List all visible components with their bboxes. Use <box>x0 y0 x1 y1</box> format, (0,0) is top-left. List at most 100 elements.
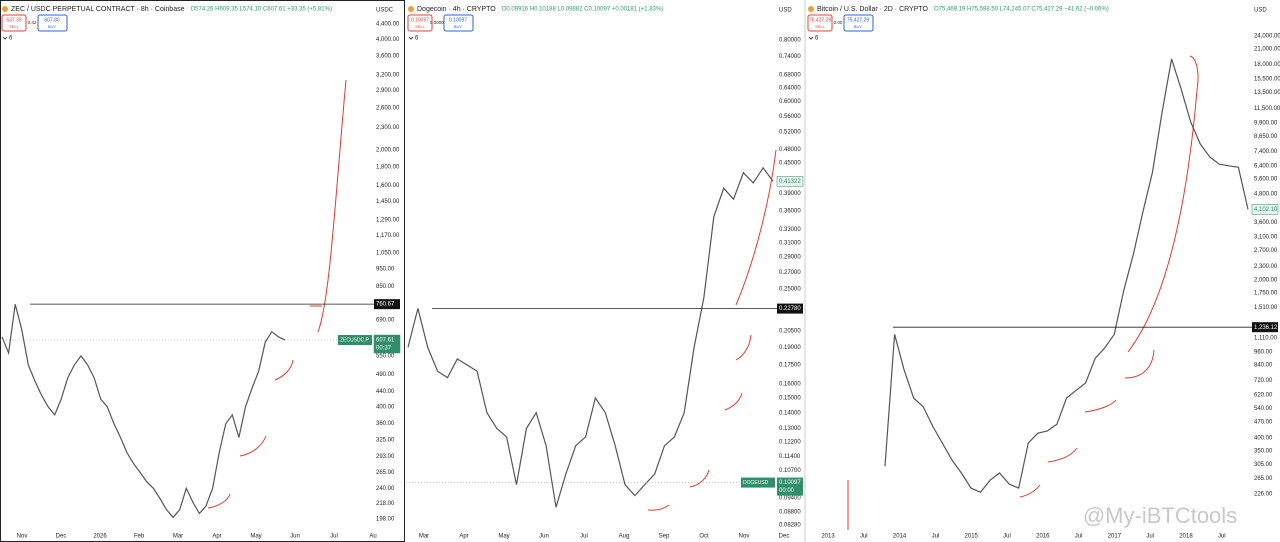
ohlc: O0.09916 H0.10188 L0.09882 C0.10097 +0.0… <box>502 7 663 13</box>
time-label: 2018 <box>1179 534 1193 540</box>
price-label: 325.00 <box>376 437 395 443</box>
symbol-title: Bitcoin / U.S. Dollar · 2D · CRYPTO <box>817 6 929 13</box>
ohlc: O574.26 H609.35 L574.10 C607.61 +33.35 (… <box>191 7 332 13</box>
price-label: 226.00 <box>1254 492 1273 498</box>
price-label: 24,000.00 <box>1254 34 1280 40</box>
price-label: 550.00 <box>376 354 395 360</box>
price-label: 265.00 <box>1254 476 1273 482</box>
price-label: 198.00 <box>376 517 395 523</box>
last-price-box <box>1251 204 1279 215</box>
time-label: Apr <box>459 534 468 540</box>
price-label: 350.00 <box>1254 449 1273 455</box>
drawn-curve <box>735 149 777 306</box>
price-label: 720.00 <box>1254 378 1273 384</box>
time-label: Dec <box>779 534 790 540</box>
price-label: 1,050.00 <box>376 250 400 256</box>
level-label: 0.22780 <box>779 306 801 312</box>
tag-price-box <box>777 477 803 496</box>
buy-button[interactable] <box>37 14 68 32</box>
price-label: 2,000.00 <box>1254 278 1278 284</box>
time-label: 2015 <box>965 534 979 540</box>
price-label: 400.00 <box>376 404 395 410</box>
last-price: 607.61 <box>376 338 395 344</box>
price-label: 11,500.00 <box>1254 106 1280 112</box>
sell-price: 0.10097 <box>411 17 429 23</box>
time-label: Jun <box>290 534 300 540</box>
indicator-count: 6 <box>815 36 819 42</box>
time-label: Feb <box>134 534 145 540</box>
ticker-tag: ZECUSDC.P <box>340 337 370 343</box>
spread: 0.00 <box>834 20 843 25</box>
symbol-title: ZEC / USDC PERPETUAL CONTRACT · 8h · Coi… <box>11 6 185 13</box>
price-label: 620.00 <box>1254 393 1273 399</box>
currency: USD <box>1254 8 1267 14</box>
price-label: 7,400.00 <box>1254 149 1278 155</box>
price-label: 0.31000 <box>779 240 801 246</box>
price-label: 0.64000 <box>779 85 801 91</box>
symbol-icon <box>2 6 8 12</box>
sell-price: 637.39 <box>6 17 22 23</box>
time-label: 2026 <box>93 534 107 540</box>
price-label: 2,000.00 <box>376 147 400 153</box>
indicator-chevron <box>2 36 8 40</box>
drawn-curve <box>689 469 710 488</box>
level-label-box <box>1252 322 1278 333</box>
buy-price: 607.80 <box>44 17 60 23</box>
level-label-box <box>374 299 400 310</box>
tag-price: 0.10097 <box>779 480 801 486</box>
sell-button[interactable] <box>407 14 433 32</box>
price-label: 0.56000 <box>779 114 801 120</box>
price-label: 0.19000 <box>779 345 801 351</box>
indicator-chevron <box>808 36 814 40</box>
price-label: 1,450.00 <box>376 199 400 205</box>
price-label: 1,170.00 <box>376 233 400 239</box>
drawn-curve <box>274 359 294 381</box>
level-label: 760.67 <box>376 302 395 308</box>
ticker-tag-box <box>741 477 775 488</box>
sell-button[interactable] <box>1 14 27 32</box>
price-label: 18,000.00 <box>1254 62 1280 68</box>
symbol-icon <box>808 6 814 12</box>
ohlc: O75,469.19 H75,598.50 L74,245.07 C75,427… <box>934 7 1109 13</box>
price-label: 0.11400 <box>779 454 801 460</box>
price-label: 15,500.00 <box>1254 77 1280 83</box>
price-label: 4,800.00 <box>1254 192 1278 198</box>
price-label: 2,600.00 <box>376 106 400 112</box>
price-label: 9,900.00 <box>1254 121 1278 127</box>
price-label: 0.16000 <box>779 382 801 388</box>
spread: 0.00000 <box>430 20 447 25</box>
sell-label: SELL <box>415 24 426 29</box>
indicator-count: 6 <box>9 36 13 42</box>
time-label: Jul <box>580 534 588 540</box>
time-label: Jun <box>539 534 549 540</box>
price-label: 0.20500 <box>779 329 801 335</box>
price-line <box>1 304 286 519</box>
drawn-curve <box>1127 55 1199 353</box>
time-label: Apr <box>212 534 221 540</box>
price-label: 8,650.00 <box>1254 134 1278 140</box>
price-label: 840.00 <box>1254 363 1273 369</box>
sell-button[interactable] <box>807 14 833 32</box>
price-label: 2,300.00 <box>1254 264 1278 270</box>
price-label: 13,500.00 <box>1254 90 1280 96</box>
buy-button[interactable] <box>843 14 874 32</box>
price-label: 240.00 <box>376 486 395 492</box>
last-price: 0.41322 <box>779 179 801 185</box>
tag-time: 00:00 <box>779 488 795 494</box>
currency: USDC <box>376 8 394 14</box>
price-label: 0.80000 <box>779 38 801 44</box>
price-label: 360.00 <box>376 421 395 427</box>
price-label: 0.39000 <box>779 191 801 197</box>
price-label: 1,600.00 <box>376 183 400 189</box>
price-label: 1,510.00 <box>1254 305 1278 311</box>
spread: 0.42 <box>28 20 37 25</box>
price-label: 0.09400 <box>779 495 801 501</box>
price-label: 293.00 <box>376 454 395 460</box>
price-label: 540.00 <box>1254 406 1273 412</box>
time-label: Mar <box>419 534 429 540</box>
price-label: 0.25000 <box>779 286 801 292</box>
price-label: 0.15000 <box>779 396 801 402</box>
buy-button[interactable] <box>443 14 474 32</box>
